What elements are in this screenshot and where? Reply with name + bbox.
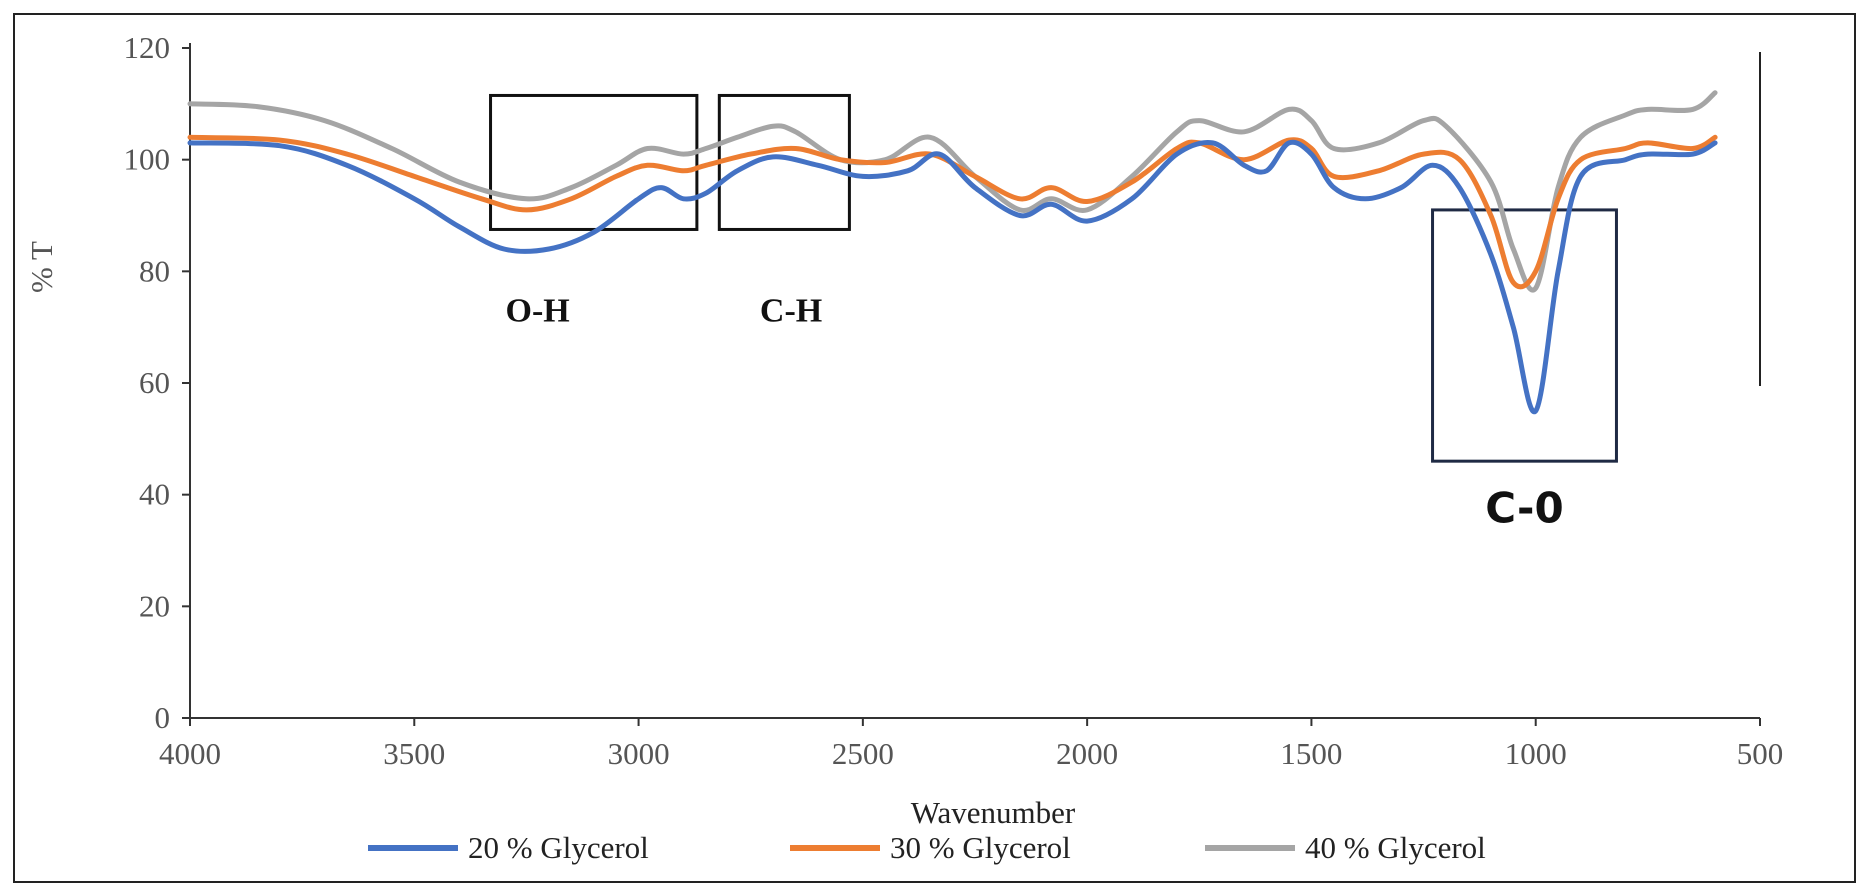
- x-tick-label: 500: [1737, 736, 1784, 771]
- series-line: [187, 90, 1718, 293]
- y-tick-label: 100: [124, 142, 171, 177]
- series-lines: [187, 90, 1718, 415]
- x-tick-label: 1500: [1280, 736, 1342, 771]
- x-tick-label: 3000: [608, 736, 670, 771]
- series-line: [187, 134, 1718, 290]
- series-line: [187, 139, 1718, 415]
- x-tick-label: 3500: [383, 736, 445, 771]
- y-tick-label: 60: [139, 365, 170, 400]
- annotation-label: O-H: [506, 293, 570, 330]
- x-tick-label: 2500: [832, 736, 894, 771]
- y-tick-label: 0: [155, 700, 171, 735]
- x-tick-label: 1000: [1505, 736, 1567, 771]
- annotation-labels: O-H C-H C-0: [506, 293, 1564, 533]
- legend: 20 % Glycerol 30 % Glycerol 40 % Glycerol: [368, 830, 1486, 865]
- annotation-label: C-0: [1485, 484, 1563, 533]
- x-tick-label: 2000: [1056, 736, 1118, 771]
- legend-label: 30 % Glycerol: [890, 830, 1071, 865]
- y-tick-label: 20: [139, 588, 170, 623]
- x-tick-label: 4000: [159, 736, 221, 771]
- axes: 0 20 40 60 80 100 120 4000 3500 3000 2500 2000 1500 1…: [124, 30, 1784, 771]
- chart-frame: [13, 13, 1856, 883]
- annotation-label: C-H: [760, 293, 822, 330]
- y-tick-label: 40: [139, 477, 170, 512]
- y-tick-label: 80: [139, 253, 170, 288]
- legend-label: 20 % Glycerol: [468, 830, 649, 865]
- annotation-box: [1431, 208, 1618, 463]
- x-axis-title: Wavenumber: [911, 795, 1076, 830]
- y-tick-label: 120: [124, 30, 171, 65]
- y-axis-title: % T: [24, 241, 59, 293]
- legend-label: 40 % Glycerol: [1305, 830, 1486, 865]
